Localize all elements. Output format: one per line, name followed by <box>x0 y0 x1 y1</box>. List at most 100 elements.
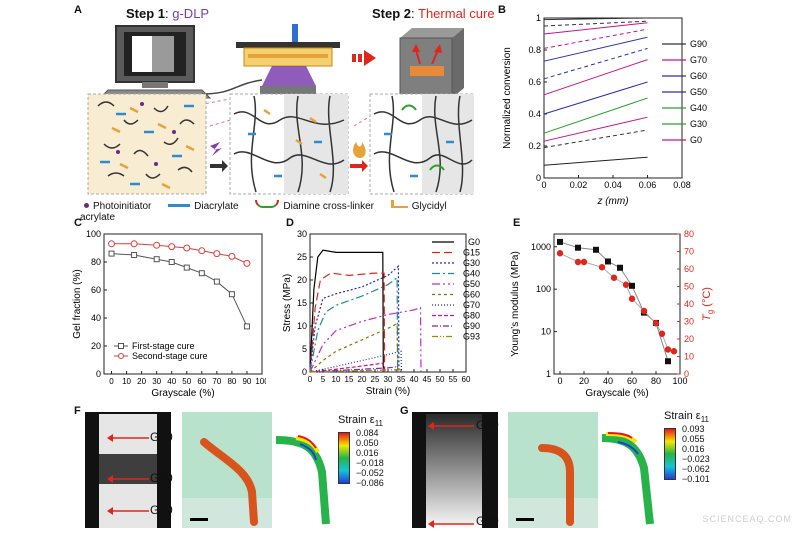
strip-gradient <box>426 414 482 528</box>
chart-b: 0 0.02 0.04 0.06 0.08 0 0.2 0.4 0.6 0.8 1 z (mm) Nor… <box>502 13 707 207</box>
strip-segment-light <box>99 484 157 528</box>
data-point <box>213 250 221 258</box>
x-tick-label: 100 <box>672 376 687 386</box>
panel-label-d: D <box>286 217 294 229</box>
data-point <box>153 241 161 249</box>
legend-label: G40 <box>463 269 480 279</box>
data-point <box>598 264 606 271</box>
chart-d: 0 5 10 15 20 25 30 35 40 45 50 55 60051015202530Stra… <box>282 229 480 397</box>
series-line <box>543 47 648 80</box>
legend-label: G70 <box>463 300 480 310</box>
colorbar-tick: −0.052 <box>356 468 384 478</box>
y2-tick-label: 80 <box>684 229 694 239</box>
grayscale-strip-g <box>412 412 498 528</box>
panel-label-f: F <box>74 405 81 417</box>
data-point <box>628 295 636 302</box>
flame-icon <box>350 142 368 172</box>
colorbar-ticks-g: 0.093 0.055 0.016 −0.023 −0.062 −0.101 <box>682 424 710 484</box>
step1-colon: : <box>165 6 173 21</box>
x-tick-label: 60 <box>627 376 637 386</box>
y-tick-label: 60 <box>91 285 101 295</box>
y-tick-label: 25 <box>297 252 307 262</box>
y-tick-label: 0 <box>96 369 101 379</box>
x-tick-label: 30 <box>384 375 393 384</box>
x-tick-label: 0 <box>541 180 546 190</box>
data-point <box>574 258 582 266</box>
data-point <box>593 246 599 253</box>
photoinitiator-icon <box>84 203 89 208</box>
data-point <box>575 244 581 251</box>
x-tick-label: 90 <box>242 377 251 386</box>
colorbar-g <box>664 428 676 480</box>
series-line <box>543 36 648 62</box>
x-tick-label: 10 <box>122 377 131 386</box>
x-tick-label: 50 <box>182 377 191 386</box>
x-tick-label: 0.04 <box>604 180 622 190</box>
legend-label: G60 <box>463 290 480 300</box>
data-point <box>243 323 250 330</box>
legend-label: G90 <box>463 321 480 331</box>
data-point <box>228 291 235 298</box>
colorbar-tick: −0.018 <box>356 458 384 468</box>
x-tick-label: 40 <box>410 375 419 384</box>
data-point <box>108 240 116 248</box>
y-tick-label: 40 <box>91 313 101 323</box>
arrow-right-icon <box>210 142 228 172</box>
data-point <box>108 250 115 257</box>
strain-title-f: Strain ε11 <box>338 414 383 428</box>
strain-title-g: Strain ε11 <box>664 410 709 424</box>
y2-tick-label: 40 <box>684 299 694 309</box>
y-tick-label: 1 <box>536 13 541 23</box>
x-axis-label: Grayscale (%) <box>151 388 214 398</box>
colorbar-tick: −0.101 <box>682 474 710 484</box>
legend-marker <box>118 353 124 359</box>
colorbar-tick: 0.050 <box>356 438 379 448</box>
bent-sample-photo-g <box>508 412 598 528</box>
y-tick-label: 80 <box>91 257 101 267</box>
x-tick-label: 20 <box>137 377 146 386</box>
series-line <box>543 22 648 35</box>
x-tick-label: 20 <box>579 376 589 386</box>
legend-label: G30 <box>463 258 480 268</box>
x-tick-label: 60 <box>462 375 471 384</box>
arrow-left-icon <box>107 475 149 483</box>
step1-name: g-DLP <box>172 6 210 21</box>
strain-map-g <box>601 432 654 525</box>
legend-marker <box>118 343 124 349</box>
data-point <box>640 307 648 315</box>
legend-label: Second-stage cure <box>132 351 208 361</box>
y2-tick-label: 20 <box>684 334 694 344</box>
arrow-left-icon <box>428 520 474 528</box>
bent-sample-photo-f <box>182 412 272 528</box>
x-tick-label: 25 <box>371 375 380 384</box>
x-axis-label: Strain (%) <box>366 386 410 397</box>
arrows-g <box>428 422 474 528</box>
data-point <box>580 258 588 266</box>
panel-label-b: B <box>498 4 506 16</box>
y2-tick-label: 60 <box>684 264 694 274</box>
series-line <box>543 116 648 142</box>
y-tick-label: 0 <box>302 367 307 377</box>
y-tick-label: 100 <box>86 229 101 239</box>
data-point <box>665 358 671 365</box>
y-tick-label: 1 <box>546 369 551 379</box>
y-tick-label: 10 <box>541 327 551 337</box>
data-point <box>557 238 563 245</box>
y-axis-label: Gel fraction (%) <box>72 269 83 338</box>
plot-frame <box>103 233 263 375</box>
colorbar-tick: 0.016 <box>356 448 379 458</box>
colorbar-tick: 0.016 <box>682 444 705 454</box>
step2-colon: : <box>411 6 419 21</box>
series-line <box>111 253 248 327</box>
data-point <box>198 247 206 255</box>
plot-frame <box>543 17 683 179</box>
legend-label: G40 <box>690 103 707 113</box>
chart-e: 0 20 40 60 80 100110100100001020304050607080G… <box>510 229 715 399</box>
series-line <box>309 264 400 373</box>
x-tick-label: 60 <box>197 377 206 386</box>
x-tick-label: 0 <box>557 376 562 386</box>
strip-segment-light <box>99 414 157 454</box>
y-tick-label: 0.8 <box>528 45 541 55</box>
x-tick-label: 35 <box>397 375 406 384</box>
data-point <box>622 281 630 288</box>
